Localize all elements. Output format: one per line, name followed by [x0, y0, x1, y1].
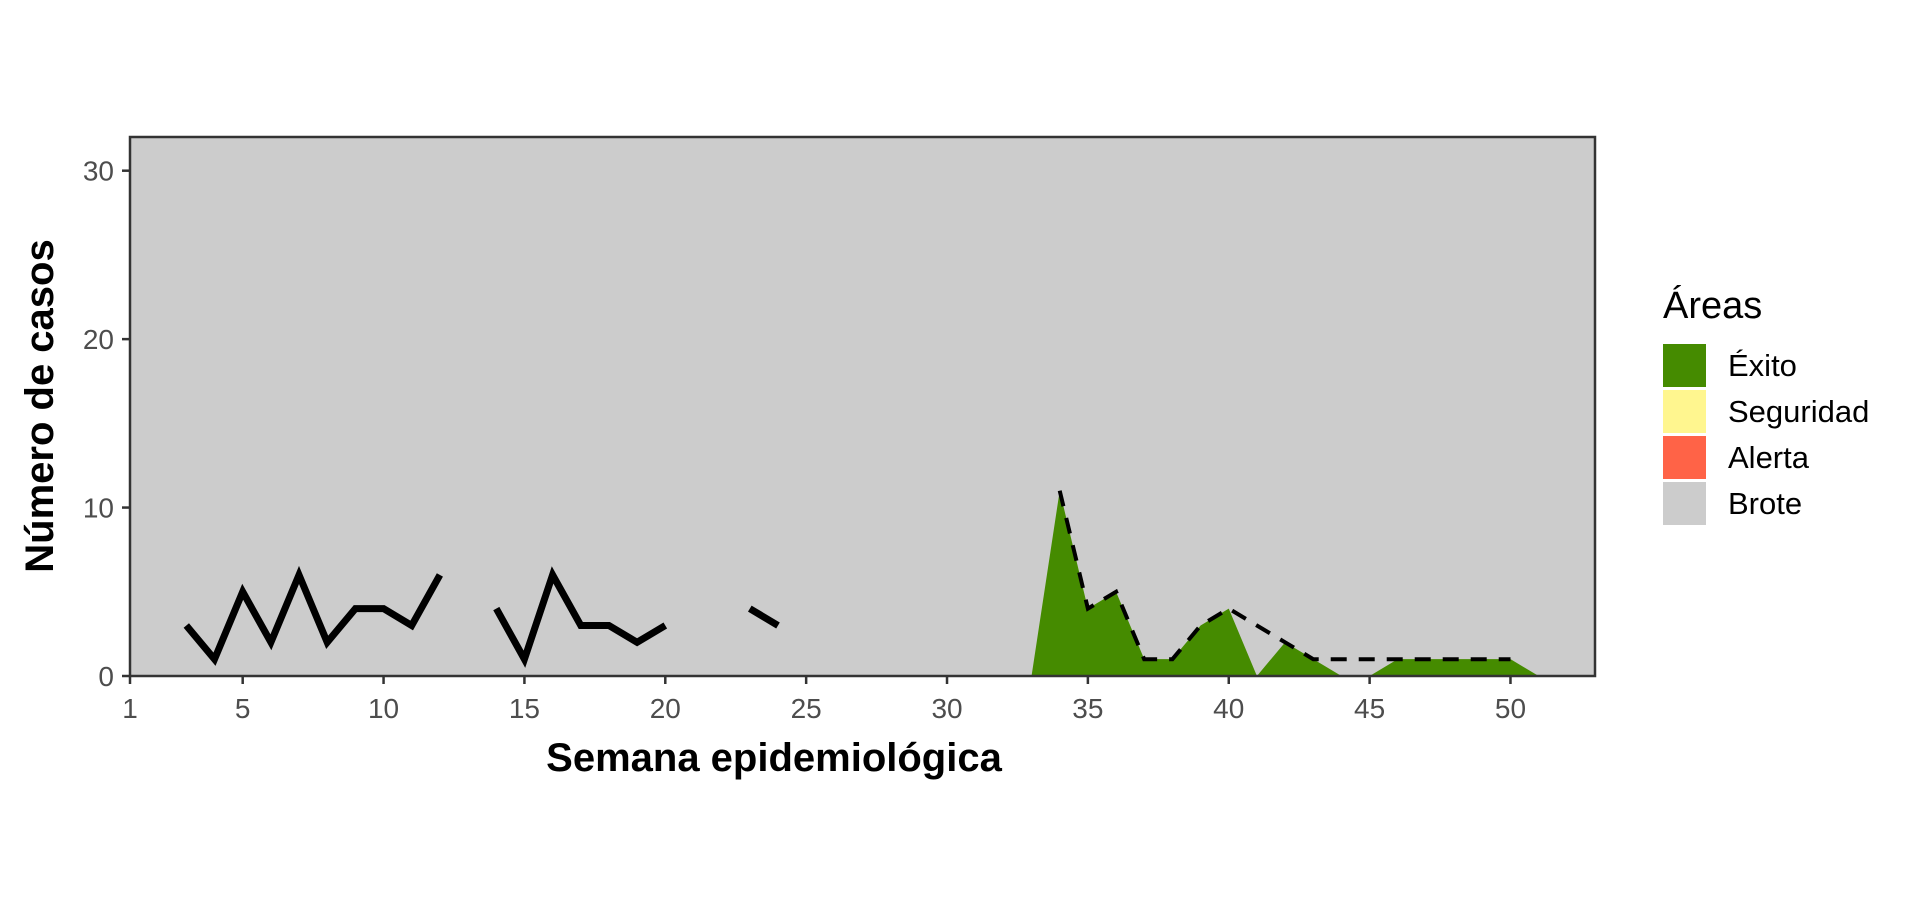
legend: Áreas Éxito Seguridad Alerta Brote	[1663, 284, 1869, 525]
legend-key-alerta	[1663, 436, 1706, 479]
legend-title: Áreas	[1663, 284, 1762, 327]
plot-background	[130, 137, 1595, 676]
x-tick-label-50: 50	[1495, 693, 1526, 724]
x-tick-label-10: 10	[368, 693, 399, 724]
x-tick-label-1: 1	[122, 693, 138, 724]
x-tick-label-45: 45	[1354, 693, 1385, 724]
legend-label-seguridad: Seguridad	[1728, 394, 1869, 429]
y-tick-label-0: 0	[98, 661, 114, 692]
y-tick-label-20: 20	[83, 324, 114, 355]
x-axis-title: Semana epidemiológica	[546, 736, 1002, 780]
x-tick-label-20: 20	[650, 693, 681, 724]
legend-label-brote: Brote	[1728, 486, 1802, 521]
legend-key-seguridad	[1663, 390, 1706, 433]
legend-key-exito	[1663, 344, 1706, 387]
legend-label-exito: Éxito	[1728, 348, 1797, 383]
x-tick-label-30: 30	[931, 693, 962, 724]
x-tick-label-15: 15	[509, 693, 540, 724]
solid-series-line-1	[183, 565, 443, 666]
panel-border	[128, 135, 1597, 678]
exito-area	[1031, 490, 1539, 676]
y-tick-label-30: 30	[83, 156, 114, 187]
solid-series-line-3	[748, 605, 780, 629]
solid-series-line-2	[493, 566, 668, 668]
x-tick-label-35: 35	[1072, 693, 1103, 724]
dashed-series-line-1	[1057, 490, 1511, 662]
legend-label-alerta: Alerta	[1728, 440, 1810, 475]
x-tick-label-40: 40	[1213, 693, 1244, 724]
plot-area	[130, 137, 1595, 676]
legend-key-brote	[1663, 482, 1706, 525]
x-tick-label-25: 25	[791, 693, 822, 724]
y-tick-label-10: 10	[83, 493, 114, 524]
x-tick-label-5: 5	[235, 693, 251, 724]
y-axis-title: Número de casos	[18, 239, 62, 572]
